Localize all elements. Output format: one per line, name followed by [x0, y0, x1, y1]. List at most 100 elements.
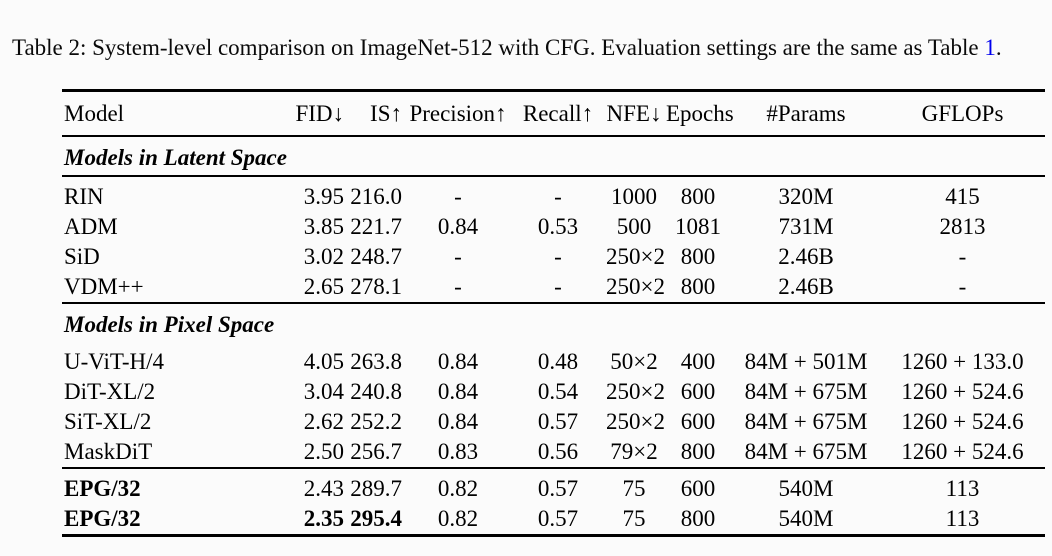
- model-name-cell: DiT-XL/2: [64, 379, 156, 404]
- value-cell: 3.02: [303, 244, 344, 269]
- value-cell: 263.8: [350, 349, 402, 374]
- caption-text-before: Table 2: System-level comparison on Imag…: [12, 35, 985, 60]
- value-cell: 0.57: [512, 467, 604, 504]
- column-header: Model: [62, 89, 284, 137]
- table-row: VDM++ 2.65 278.1 - - 250×2 800 2.46B -: [62, 272, 1045, 303]
- value-cell: 295.4: [346, 504, 404, 537]
- value-cell: 0.83: [437, 439, 479, 464]
- value-cell: 2.62: [303, 409, 344, 434]
- value-cell: 800: [680, 439, 716, 464]
- table-caption: Table 2: System-level comparison on Imag…: [0, 23, 1052, 63]
- table-row: SiT-XL/2 2.62 252.2 0.84 0.57 250×2 600 84M + 6…: [62, 407, 1045, 437]
- value-cell: -: [454, 274, 462, 299]
- value-cell: -: [454, 184, 462, 209]
- value-cell: 540M: [732, 504, 880, 537]
- value-cell: 84M + 675M: [744, 409, 868, 434]
- value-cell: 400: [680, 349, 716, 374]
- table-row: DiT-XL/2 3.04 240.8 0.84 0.54 250×2 600 84M + 6…: [62, 377, 1045, 407]
- value-cell: 2.65: [303, 274, 344, 299]
- model-name-cell: EPG/32: [62, 467, 284, 504]
- value-cell: 2.43: [284, 467, 346, 504]
- value-cell: 0.54: [537, 379, 579, 404]
- section-title: Models in Pixel Space: [62, 302, 1045, 342]
- value-cell: 0.82: [404, 467, 512, 504]
- value-cell: -: [554, 244, 562, 269]
- value-cell: 278.1: [350, 274, 402, 299]
- table-row: ADM 3.85 221.7 0.84 0.53 500 1081 731M 2813: [62, 212, 1045, 242]
- model-name-cell: ADM: [64, 214, 118, 239]
- value-cell: -: [554, 274, 562, 299]
- value-cell: 1260 + 524.6: [901, 379, 1024, 404]
- value-cell: 75: [604, 467, 664, 504]
- value-cell: 600: [680, 409, 716, 434]
- value-cell: 3.04: [303, 379, 344, 404]
- model-name-cell: RIN: [64, 184, 104, 209]
- value-cell: 0.84: [437, 379, 479, 404]
- value-cell: 4.05: [303, 349, 344, 374]
- column-header: Precision↑: [404, 89, 512, 137]
- value-cell: -: [958, 274, 967, 299]
- column-header: NFE↓: [604, 89, 664, 137]
- value-cell: 1260 + 524.6: [901, 439, 1024, 464]
- column-header: IS↑: [346, 89, 404, 137]
- value-cell: 800: [664, 504, 732, 537]
- model-name-cell: U-ViT-H/4: [64, 349, 164, 374]
- section-header-row: Models in Pixel Space: [62, 302, 1045, 342]
- value-cell: 415: [945, 184, 980, 209]
- table-row: EPG/32 2.43 289.7 0.82 0.57 75 600 540M 113: [62, 467, 1045, 504]
- value-cell: 3.85: [303, 214, 344, 239]
- value-cell: 256.7: [350, 439, 402, 464]
- value-cell: 113: [880, 504, 1045, 537]
- value-cell: 84M + 675M: [744, 379, 868, 404]
- value-cell: 250×2: [606, 409, 665, 434]
- value-cell: 0.84: [437, 349, 479, 374]
- value-cell: 216.0: [350, 184, 402, 209]
- value-cell: 731M: [778, 214, 834, 239]
- table-row: EPG/32 2.35 295.4 0.82 0.57 75 800 540M 113: [62, 504, 1045, 537]
- results-table: Model FID↓ IS↑ Precision↑ Recall↑ NFE↓ Epochs #…: [62, 89, 1045, 537]
- value-cell: 540M: [732, 467, 880, 504]
- value-cell: 800: [680, 274, 716, 299]
- model-name-cell: VDM++: [64, 274, 144, 299]
- table-row: SiD 3.02 248.7 - - 250×2 800 2.46B -: [62, 242, 1045, 272]
- value-cell: 75: [604, 504, 664, 537]
- value-cell: 320M: [778, 184, 834, 209]
- column-header: FID↓: [284, 89, 346, 137]
- value-cell: 0.57: [537, 409, 579, 434]
- column-header: GFLOPs: [880, 89, 1045, 137]
- caption-text-after: .: [995, 35, 1002, 60]
- value-cell: 84M + 501M: [744, 349, 868, 374]
- value-cell: 0.48: [537, 349, 579, 374]
- value-cell: 252.2: [350, 409, 402, 434]
- value-cell: -: [454, 244, 462, 269]
- value-cell: 2.46B: [778, 244, 834, 269]
- column-header: Epochs: [664, 89, 734, 137]
- value-cell: 250×2: [606, 274, 665, 299]
- value-cell: 2.46B: [778, 274, 834, 299]
- model-name-cell: EPG/32: [62, 504, 284, 537]
- value-cell: -: [554, 184, 562, 209]
- value-cell: 79×2: [610, 439, 658, 464]
- value-cell: 248.7: [350, 244, 402, 269]
- table-header-row: Model FID↓ IS↑ Precision↑ Recall↑ NFE↓ Epochs #…: [62, 89, 1045, 137]
- value-cell: 240.8: [350, 379, 402, 404]
- section-header-row: Models in Latent Space: [62, 135, 1045, 177]
- value-cell: 800: [680, 244, 716, 269]
- value-cell: 1260 + 524.6: [901, 409, 1024, 434]
- value-cell: 289.7: [346, 467, 404, 504]
- table-1-reference-link[interactable]: 1: [984, 35, 996, 60]
- value-cell: 1260 + 133.0: [901, 349, 1024, 374]
- table-row: MaskDiT 2.50 256.7 0.83 0.56 79×2 800 84M + 675…: [62, 437, 1045, 468]
- value-cell: 1081: [675, 214, 721, 239]
- value-cell: 0.53: [537, 214, 579, 239]
- value-cell: 2813: [939, 214, 986, 239]
- value-cell: -: [958, 244, 967, 269]
- value-cell: 800: [680, 184, 716, 209]
- model-name-cell: SiD: [64, 244, 100, 269]
- column-header: #Params: [732, 89, 880, 137]
- value-cell: 600: [680, 379, 716, 404]
- value-cell: 221.7: [350, 214, 402, 239]
- value-cell: 250×2: [606, 244, 665, 269]
- value-cell: 84M + 675M: [744, 439, 868, 464]
